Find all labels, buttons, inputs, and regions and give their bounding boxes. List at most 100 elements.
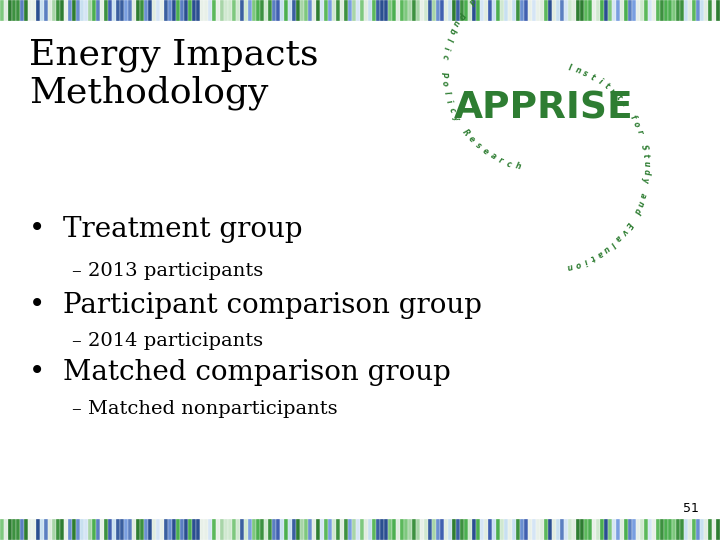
Bar [76, 519, 79, 540]
Bar [372, 0, 376, 21]
Bar [556, 0, 559, 21]
Bar [388, 519, 392, 540]
Bar [644, 0, 647, 21]
Bar [232, 0, 235, 21]
Bar [320, 519, 323, 540]
Bar [8, 519, 12, 540]
Bar [464, 519, 467, 540]
Bar [712, 519, 716, 540]
Bar [540, 519, 544, 540]
Bar [624, 0, 628, 21]
Bar [424, 0, 428, 21]
Bar [440, 0, 444, 21]
Bar [48, 519, 52, 540]
Bar [516, 0, 520, 21]
Text: t: t [602, 82, 611, 91]
Bar [608, 0, 611, 21]
Text: – Matched nonparticipants: – Matched nonparticipants [72, 400, 338, 417]
Text: e: e [618, 98, 629, 108]
Text: o: o [574, 259, 582, 269]
Bar [164, 519, 168, 540]
Bar [496, 0, 500, 21]
Bar [480, 519, 484, 540]
Bar [668, 519, 672, 540]
Bar [408, 0, 412, 21]
Bar [700, 519, 703, 540]
Text: h: h [514, 161, 521, 172]
Bar [44, 519, 48, 540]
Bar [304, 0, 307, 21]
Text: s: s [582, 69, 590, 79]
Bar [600, 519, 603, 540]
Bar [636, 519, 639, 540]
Bar [580, 519, 583, 540]
Bar [180, 0, 184, 21]
Bar [396, 0, 400, 21]
Bar [476, 0, 480, 21]
Bar [608, 519, 611, 540]
Bar [536, 519, 539, 540]
Bar [300, 0, 304, 21]
Bar [448, 0, 451, 21]
Bar [328, 519, 331, 540]
Bar [588, 519, 592, 540]
Text: e: e [467, 134, 477, 145]
Bar [384, 0, 387, 21]
Bar [288, 519, 292, 540]
Text: r: r [498, 156, 505, 165]
Bar [12, 0, 16, 21]
Bar [168, 0, 171, 21]
Bar [0, 519, 4, 540]
Bar [20, 0, 24, 21]
Bar [472, 0, 475, 21]
Bar [72, 0, 76, 21]
Bar [84, 0, 88, 21]
Bar [16, 519, 19, 540]
Bar [204, 519, 207, 540]
Bar [128, 0, 132, 21]
Bar [680, 519, 683, 540]
Bar [192, 519, 196, 540]
Bar [228, 0, 232, 21]
Bar [504, 519, 508, 540]
Bar [200, 0, 204, 21]
Bar [348, 0, 351, 21]
Bar [284, 519, 287, 540]
Bar [40, 0, 43, 21]
Bar [232, 519, 235, 540]
Bar [664, 0, 667, 21]
Text: n: n [574, 65, 582, 76]
Bar [528, 519, 531, 540]
Bar [128, 519, 132, 540]
Bar [356, 519, 359, 540]
Bar [612, 0, 616, 21]
Bar [192, 0, 196, 21]
Bar [492, 0, 495, 21]
Bar [68, 519, 71, 540]
Bar [648, 0, 652, 21]
Text: f: f [628, 113, 638, 120]
Bar [544, 0, 547, 21]
Bar [332, 519, 336, 540]
Bar [92, 519, 96, 540]
Bar [68, 0, 71, 21]
Bar [196, 0, 199, 21]
Bar [688, 519, 691, 540]
Text: a: a [637, 192, 647, 199]
Text: I: I [567, 64, 572, 73]
Bar [176, 519, 179, 540]
Bar [468, 0, 472, 21]
Bar [416, 0, 420, 21]
Bar [400, 0, 403, 21]
Bar [184, 519, 187, 540]
Text: a: a [595, 248, 604, 259]
Bar [616, 519, 619, 540]
Bar [4, 0, 7, 21]
Bar [164, 0, 168, 21]
Bar [264, 0, 268, 21]
Text: i: i [596, 77, 603, 86]
Bar [432, 0, 436, 21]
Bar [204, 0, 207, 21]
Bar [488, 519, 492, 540]
Bar [348, 519, 351, 540]
